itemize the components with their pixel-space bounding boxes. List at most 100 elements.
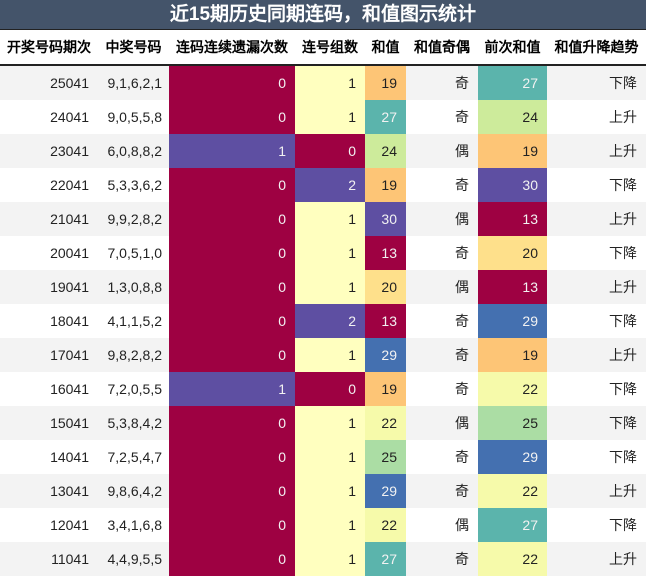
header-sum: 和值 <box>365 30 406 66</box>
table-row: 25041 9,1,6,2,1 0 1 19 奇 27 下降 <box>0 65 646 100</box>
cell-period: 24041 <box>0 100 98 134</box>
cell-prev-sum: 22 <box>478 474 547 508</box>
cell-parity: 奇 <box>406 474 478 508</box>
cell-sum: 27 <box>365 100 406 134</box>
cell-parity: 奇 <box>406 372 478 406</box>
cell-numbers: 7,0,5,1,0 <box>98 236 169 270</box>
cell-trend: 上升 <box>547 338 646 372</box>
cell-trend: 上升 <box>547 474 646 508</box>
cell-sum: 29 <box>365 474 406 508</box>
cell-period: 18041 <box>0 304 98 338</box>
cell-period: 14041 <box>0 440 98 474</box>
cell-trend: 上升 <box>547 270 646 304</box>
cell-parity: 偶 <box>406 270 478 304</box>
cell-missing: 0 <box>169 508 295 542</box>
cell-missing: 1 <box>169 134 295 168</box>
cell-numbers: 4,1,1,5,2 <box>98 304 169 338</box>
cell-groups: 1 <box>295 100 365 134</box>
cell-trend: 上升 <box>547 542 646 576</box>
header-groups: 连号组数 <box>295 30 365 66</box>
header-numbers: 中奖号码 <box>98 30 169 66</box>
cell-parity: 奇 <box>406 236 478 270</box>
cell-groups: 1 <box>295 236 365 270</box>
cell-numbers: 7,2,5,4,7 <box>98 440 169 474</box>
cell-sum: 30 <box>365 202 406 236</box>
cell-missing: 0 <box>169 542 295 576</box>
cell-sum: 13 <box>365 236 406 270</box>
cell-period: 15041 <box>0 406 98 440</box>
cell-trend: 下降 <box>547 65 646 100</box>
cell-groups: 0 <box>295 134 365 168</box>
cell-parity: 奇 <box>406 65 478 100</box>
table-row: 11041 4,4,9,5,5 0 1 27 奇 22 上升 <box>0 542 646 576</box>
cell-trend: 下降 <box>547 304 646 338</box>
cell-missing: 0 <box>169 100 295 134</box>
cell-prev-sum: 24 <box>478 100 547 134</box>
page-title: 近15期历史同期连码，和值图示统计 <box>0 0 646 30</box>
cell-missing: 0 <box>169 474 295 508</box>
cell-trend: 下降 <box>547 508 646 542</box>
cell-trend: 下降 <box>547 236 646 270</box>
cell-groups: 1 <box>295 338 365 372</box>
cell-numbers: 5,3,8,4,2 <box>98 406 169 440</box>
cell-trend: 下降 <box>547 440 646 474</box>
cell-numbers: 4,4,9,5,5 <box>98 542 169 576</box>
cell-sum: 29 <box>365 338 406 372</box>
cell-numbers: 9,1,6,2,1 <box>98 65 169 100</box>
table-row: 17041 9,8,2,8,2 0 1 29 奇 19 上升 <box>0 338 646 372</box>
cell-period: 23041 <box>0 134 98 168</box>
cell-groups: 2 <box>295 304 365 338</box>
table-row: 23041 6,0,8,8,2 1 0 24 偶 19 上升 <box>0 134 646 168</box>
cell-missing: 0 <box>169 270 295 304</box>
cell-groups: 0 <box>295 372 365 406</box>
cell-parity: 偶 <box>406 134 478 168</box>
cell-groups: 1 <box>295 406 365 440</box>
cell-prev-sum: 29 <box>478 440 547 474</box>
cell-missing: 0 <box>169 65 295 100</box>
cell-parity: 偶 <box>406 508 478 542</box>
header-prev-sum: 前次和值 <box>478 30 547 66</box>
header-period: 开奖号码期次 <box>0 30 98 66</box>
header-parity: 和值奇偶 <box>406 30 478 66</box>
cell-trend: 下降 <box>547 406 646 440</box>
cell-prev-sum: 27 <box>478 65 547 100</box>
cell-missing: 0 <box>169 406 295 440</box>
stats-table: 开奖号码期次 中奖号码 连码连续遗漏次数 连号组数 和值 和值奇偶 前次和值 和… <box>0 30 646 576</box>
cell-period: 16041 <box>0 372 98 406</box>
table-row: 14041 7,2,5,4,7 0 1 25 奇 29 下降 <box>0 440 646 474</box>
cell-sum: 22 <box>365 406 406 440</box>
cell-missing: 0 <box>169 168 295 202</box>
cell-sum: 27 <box>365 542 406 576</box>
cell-numbers: 3,4,1,6,8 <box>98 508 169 542</box>
cell-sum: 19 <box>365 65 406 100</box>
cell-prev-sum: 13 <box>478 202 547 236</box>
cell-sum: 25 <box>365 440 406 474</box>
cell-period: 21041 <box>0 202 98 236</box>
table-row: 15041 5,3,8,4,2 0 1 22 偶 25 下降 <box>0 406 646 440</box>
cell-prev-sum: 27 <box>478 508 547 542</box>
cell-parity: 偶 <box>406 406 478 440</box>
table-row: 21041 9,9,2,8,2 0 1 30 偶 13 上升 <box>0 202 646 236</box>
cell-sum: 20 <box>365 270 406 304</box>
cell-prev-sum: 25 <box>478 406 547 440</box>
cell-sum: 19 <box>365 372 406 406</box>
cell-period: 19041 <box>0 270 98 304</box>
cell-missing: 0 <box>169 202 295 236</box>
table-row: 13041 9,8,6,4,2 0 1 29 奇 22 上升 <box>0 474 646 508</box>
cell-sum: 22 <box>365 508 406 542</box>
cell-groups: 2 <box>295 168 365 202</box>
table-row: 20041 7,0,5,1,0 0 1 13 奇 20 下降 <box>0 236 646 270</box>
cell-missing: 0 <box>169 440 295 474</box>
cell-numbers: 9,8,6,4,2 <box>98 474 169 508</box>
table-row: 12041 3,4,1,6,8 0 1 22 偶 27 下降 <box>0 508 646 542</box>
cell-parity: 偶 <box>406 202 478 236</box>
table-row: 18041 4,1,1,5,2 0 2 13 奇 29 下降 <box>0 304 646 338</box>
cell-numbers: 1,3,0,8,8 <box>98 270 169 304</box>
table-row: 16041 7,2,0,5,5 1 0 19 奇 22 下降 <box>0 372 646 406</box>
cell-groups: 1 <box>295 542 365 576</box>
cell-groups: 1 <box>295 474 365 508</box>
cell-parity: 奇 <box>406 440 478 474</box>
cell-period: 25041 <box>0 65 98 100</box>
table-row: 22041 5,3,3,6,2 0 2 19 奇 30 下降 <box>0 168 646 202</box>
table-row: 24041 9,0,5,5,8 0 1 27 奇 24 上升 <box>0 100 646 134</box>
